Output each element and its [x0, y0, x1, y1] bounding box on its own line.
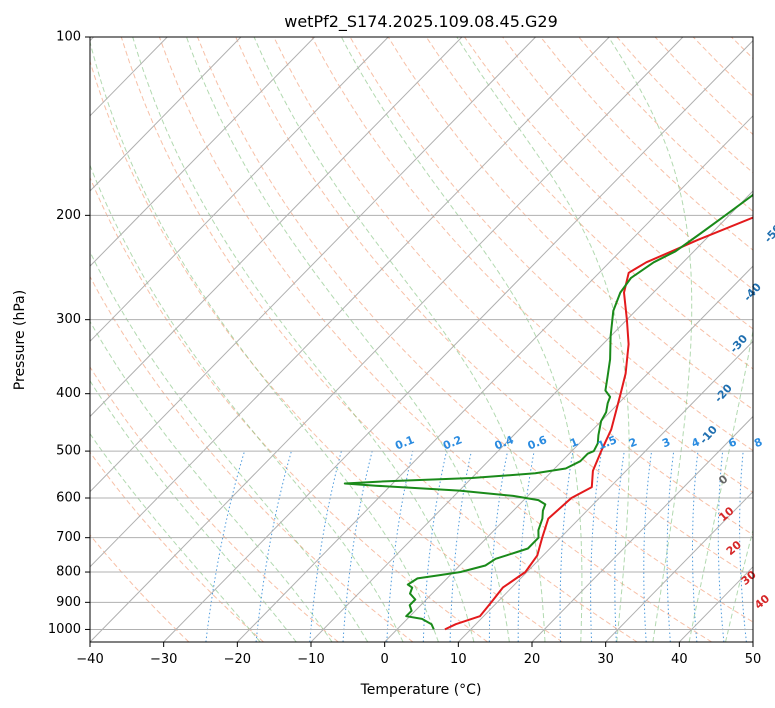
- dewpoint-line: [343, 192, 753, 630]
- data-lines: [343, 192, 753, 631]
- dry-adiabat: [502, 37, 753, 290]
- x-tick-label: 20: [524, 652, 541, 667]
- y-tick-label: 300: [56, 312, 81, 327]
- moist-adiabat: [90, 432, 261, 642]
- chart-title: wetPf2_S174.2025.109.08.45.G29: [284, 12, 558, 32]
- mixing-ratio-label: 1: [568, 435, 580, 450]
- isotherm-gridline: [90, 37, 684, 642]
- moist-adiabat: [688, 328, 753, 642]
- dry-adiabat: [158, 37, 712, 642]
- y-tick-label: 400: [56, 386, 81, 401]
- x-tick-label: 30: [597, 652, 614, 667]
- x-tick-label: −20: [224, 652, 251, 667]
- isotherm-gridline: [90, 37, 536, 493]
- isotherm-gridline: [384, 265, 753, 642]
- x-axis-label: Temperature (°C): [360, 682, 482, 698]
- moist-adiabat: [608, 37, 693, 642]
- dry-adiabat: [273, 37, 753, 536]
- isotherm-gridline: [90, 37, 463, 418]
- plot-frame: [89, 36, 754, 643]
- isotherm-gridline: [605, 490, 753, 642]
- moist-adiabat: [340, 37, 583, 642]
- isotherm-gridline: [310, 190, 753, 642]
- dry-adiabat: [90, 275, 414, 642]
- moist-adiabat: [90, 379, 297, 642]
- y-tick-label: 100: [56, 30, 81, 45]
- y-tick-label: 200: [56, 208, 81, 223]
- mixing-ratio-line: [422, 450, 448, 642]
- mixing-ratio-label: 8: [752, 435, 764, 450]
- mixing-ratio-line: [309, 450, 342, 642]
- y-tick-label: 700: [56, 530, 81, 545]
- isotherm-gridline: [90, 37, 242, 192]
- x-tick-label: 10: [450, 652, 467, 667]
- isotherm-gridline: [531, 415, 753, 642]
- y-tick-label: 900: [56, 595, 81, 610]
- moist-adiabat: [253, 37, 546, 642]
- dry-adiabat: [387, 37, 753, 411]
- moist-adiabat: [725, 528, 753, 642]
- dry-adiabat: [311, 37, 753, 493]
- isotherm-gridline: [236, 115, 753, 642]
- y-tick-label: 500: [56, 444, 81, 459]
- moist-adiabat: [90, 320, 333, 642]
- dry-adiabat: [90, 534, 190, 642]
- dry-adiabat: [90, 366, 339, 642]
- isotherm-gridline: [90, 37, 610, 568]
- axes: −40 −30 −20 −10 0 10 20 30 40 50 1000 900 800 700 600 5…: [48, 30, 761, 668]
- moist-adiabat: [186, 37, 510, 642]
- dry-adiabat: [90, 59, 563, 642]
- y-tick-label: 600: [56, 491, 81, 506]
- x-tick-label: −30: [150, 652, 177, 667]
- moist-adiabat: [90, 250, 369, 642]
- y-axis-label: Pressure (hPa): [12, 290, 28, 390]
- isotherm-gridline: [90, 37, 389, 343]
- mixing-ratio-line: [386, 450, 414, 642]
- isotherm-gridline: [90, 37, 315, 267]
- moist-adiabat: [456, 37, 630, 642]
- moist-adiabat: [90, 163, 404, 642]
- y-tick-label: 800: [56, 565, 81, 580]
- temperature-line: [444, 216, 753, 631]
- x-tick-label: 0: [381, 652, 389, 667]
- x-tick-label: 40: [671, 652, 688, 667]
- moist-adiabat: [90, 40, 439, 642]
- x-tick-label: −40: [76, 652, 103, 667]
- mixing-ratio-label: 2: [627, 435, 639, 450]
- mixing-ratio-line: [342, 450, 373, 642]
- dry-adiabat: [120, 37, 638, 642]
- isotherm-gridline: [457, 340, 753, 642]
- y-tick-label: 1000: [48, 622, 81, 637]
- mixing-ratio-label: 3: [660, 435, 672, 450]
- x-tick-label: 50: [745, 652, 762, 667]
- isotherm-gridline: [163, 39, 753, 642]
- x-tick-label: −10: [297, 652, 324, 667]
- dry-adiabat: [197, 37, 753, 623]
- mixing-ratio-line: [449, 450, 472, 642]
- dry-adiabat: [235, 37, 753, 579]
- dry-adiabat: [464, 37, 753, 330]
